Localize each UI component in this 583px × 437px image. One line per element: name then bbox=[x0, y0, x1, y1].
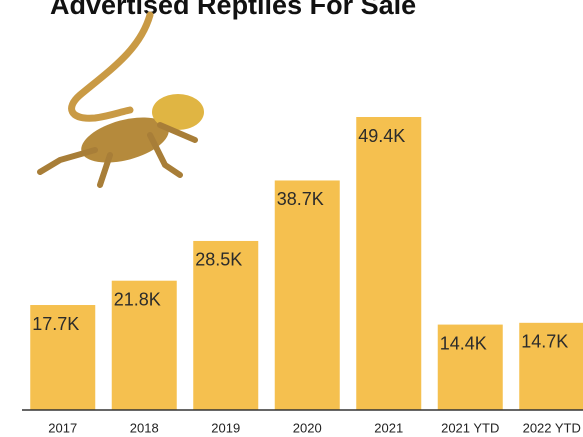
x-tick-label: 2018 bbox=[130, 420, 159, 435]
lizard-legs bbox=[37, 122, 198, 188]
x-tick-label: 2019 bbox=[211, 420, 240, 435]
lizard-body bbox=[81, 117, 169, 163]
value-label: 14.4K bbox=[440, 333, 487, 353]
lizard-tail bbox=[68, 11, 154, 122]
x-tick-label: 2017 bbox=[48, 420, 77, 435]
lizard-illustration bbox=[37, 11, 204, 188]
value-label: 49.4K bbox=[358, 126, 405, 146]
x-tick-label: 2021 YTD bbox=[441, 420, 499, 435]
bar bbox=[356, 117, 422, 410]
value-label: 28.5K bbox=[195, 250, 242, 270]
bar bbox=[519, 322, 583, 410]
bar bbox=[30, 305, 96, 410]
x-tick-label: 2020 bbox=[293, 420, 322, 435]
x-tick-label: 2022 YTD bbox=[523, 420, 581, 435]
value-label: 38.7K bbox=[277, 189, 324, 209]
value-label: 17.7K bbox=[32, 314, 79, 334]
value-label: 14.7K bbox=[521, 332, 568, 352]
value-label: 21.8K bbox=[114, 289, 161, 309]
bar bbox=[437, 324, 503, 410]
bar bbox=[193, 240, 259, 410]
bar bbox=[111, 280, 177, 410]
x-tick-label: 2021 bbox=[374, 420, 403, 435]
lizard-head bbox=[152, 94, 204, 130]
chart-title: Advertised Reptiles For Sale bbox=[50, 0, 416, 20]
bar bbox=[274, 180, 340, 410]
